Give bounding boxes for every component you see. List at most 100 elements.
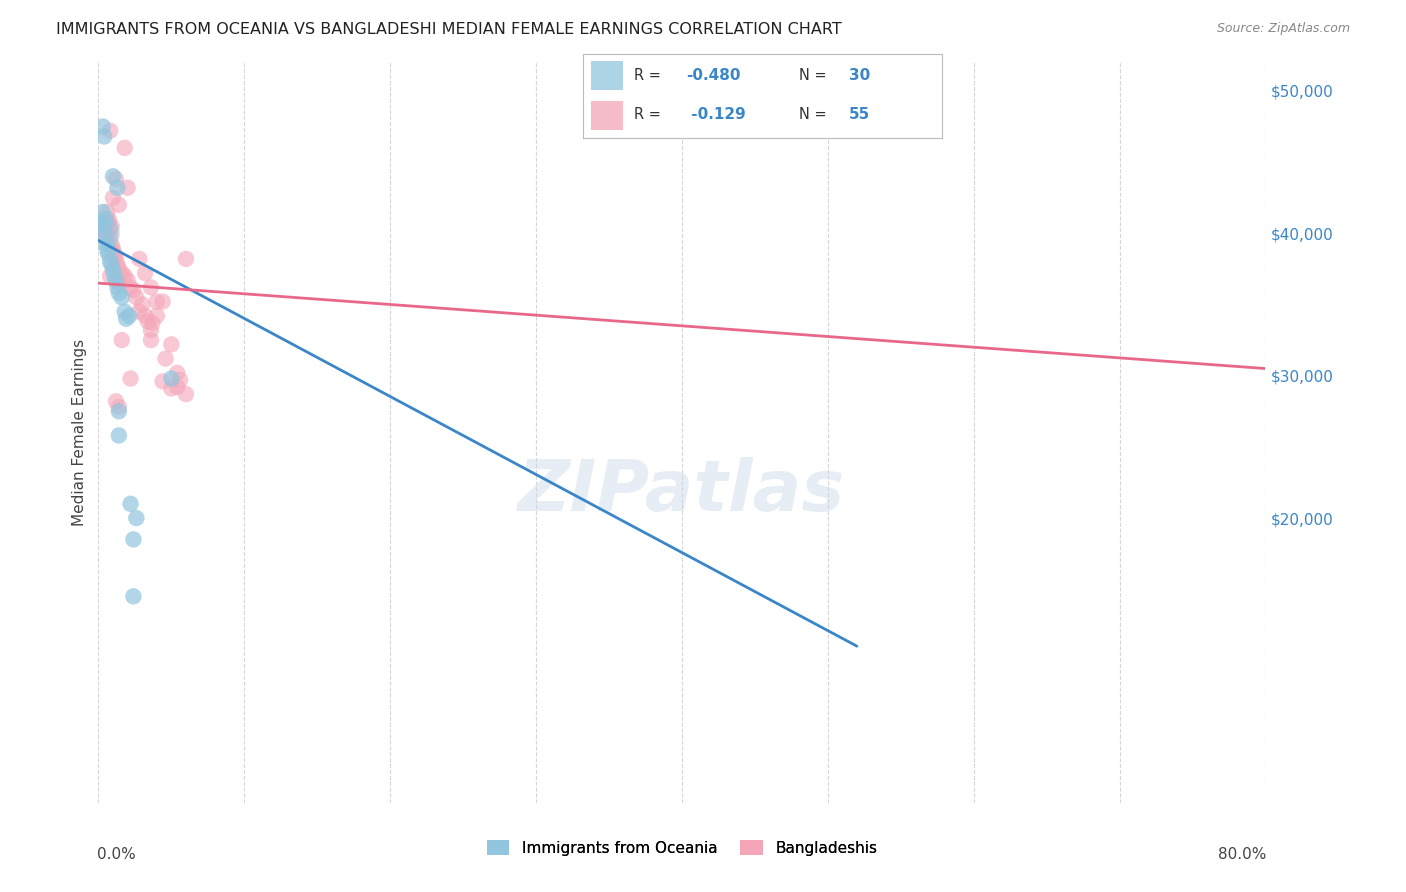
Point (108, 261, 131, 276)
Point (111, 266, 134, 280)
Point (97, 247, 120, 261)
FancyBboxPatch shape (591, 101, 623, 130)
Point (160, 382, 183, 396)
Point (101, 263, 124, 277)
Point (97, 215, 120, 229)
Point (136, 314, 159, 328)
Point (96, 225, 118, 239)
Point (122, 283, 145, 297)
FancyBboxPatch shape (591, 62, 623, 90)
Text: Source: ZipAtlas.com: Source: ZipAtlas.com (1216, 22, 1350, 36)
Point (160, 337, 183, 351)
Point (108, 404, 131, 418)
Point (139, 280, 162, 294)
Point (91, 205, 114, 219)
Point (114, 268, 136, 283)
Point (93, 223, 115, 237)
Point (100, 258, 122, 272)
Point (108, 428, 131, 442)
Point (141, 316, 163, 330)
Point (105, 280, 128, 294)
Text: N =: N = (799, 68, 831, 83)
Point (120, 371, 142, 385)
Point (104, 252, 127, 266)
Point (120, 497, 142, 511)
Point (91, 215, 114, 229)
Point (117, 273, 139, 287)
Legend: Immigrants from Oceania, Bangladeshis: Immigrants from Oceania, Bangladeshis (481, 834, 883, 862)
Point (134, 266, 156, 280)
Text: 55: 55 (849, 107, 870, 122)
Text: R =: R = (634, 68, 665, 83)
Text: 80.0%: 80.0% (1218, 847, 1267, 863)
Point (128, 304, 150, 318)
Point (125, 511, 148, 525)
Point (96, 237, 118, 252)
Point (93, 219, 115, 234)
Point (117, 180, 139, 194)
Point (91, 120, 114, 134)
Point (101, 191, 124, 205)
Text: -0.480: -0.480 (686, 68, 740, 83)
Point (114, 304, 136, 318)
Point (139, 333, 162, 347)
Point (103, 268, 125, 283)
Point (128, 252, 150, 266)
Text: 0.0%: 0.0% (97, 847, 136, 863)
Point (96, 244, 118, 258)
Point (174, 387, 197, 401)
Text: 30: 30 (849, 68, 870, 83)
Point (104, 172, 127, 186)
Text: IMMIGRANTS FROM OCEANIA VS BANGLADESHI MEDIAN FEMALE EARNINGS CORRELATION CHART: IMMIGRANTS FROM OCEANIA VS BANGLADESHI M… (56, 22, 842, 37)
Point (166, 380, 188, 394)
Point (100, 219, 122, 234)
Point (103, 247, 125, 261)
Point (97, 212, 120, 227)
Point (98, 229, 121, 244)
Point (108, 286, 131, 301)
Point (125, 290, 148, 304)
Point (120, 280, 142, 294)
Point (105, 258, 128, 272)
Point (108, 400, 131, 414)
Point (155, 351, 177, 366)
Point (146, 294, 169, 309)
Point (131, 297, 153, 311)
Point (101, 242, 124, 256)
Point (115, 311, 138, 326)
Point (152, 294, 174, 309)
Point (94, 227, 117, 241)
Point (104, 273, 127, 287)
Point (94, 212, 117, 227)
Text: -0.129: -0.129 (686, 107, 745, 122)
Point (146, 309, 169, 323)
Point (93, 223, 115, 237)
Text: N =: N = (799, 107, 831, 122)
Point (91, 227, 114, 241)
Point (174, 252, 197, 266)
Point (93, 129, 115, 144)
Text: ZIPatlas: ZIPatlas (519, 458, 845, 526)
Text: R =: R = (634, 107, 665, 122)
Point (169, 373, 191, 387)
Point (108, 198, 131, 212)
Point (118, 309, 141, 323)
Point (96, 205, 118, 219)
Point (152, 375, 174, 389)
Point (101, 169, 124, 184)
Point (101, 244, 124, 259)
Point (134, 309, 156, 323)
Point (122, 590, 145, 604)
Y-axis label: Median Female Earnings: Median Female Earnings (72, 339, 87, 526)
Point (166, 366, 188, 380)
Point (111, 333, 134, 347)
Point (108, 276, 131, 290)
Point (98, 124, 121, 138)
Point (100, 237, 122, 252)
Point (114, 141, 136, 155)
Point (94, 229, 117, 244)
Point (98, 268, 121, 283)
Point (98, 254, 121, 268)
Point (160, 371, 183, 385)
Point (122, 533, 145, 547)
